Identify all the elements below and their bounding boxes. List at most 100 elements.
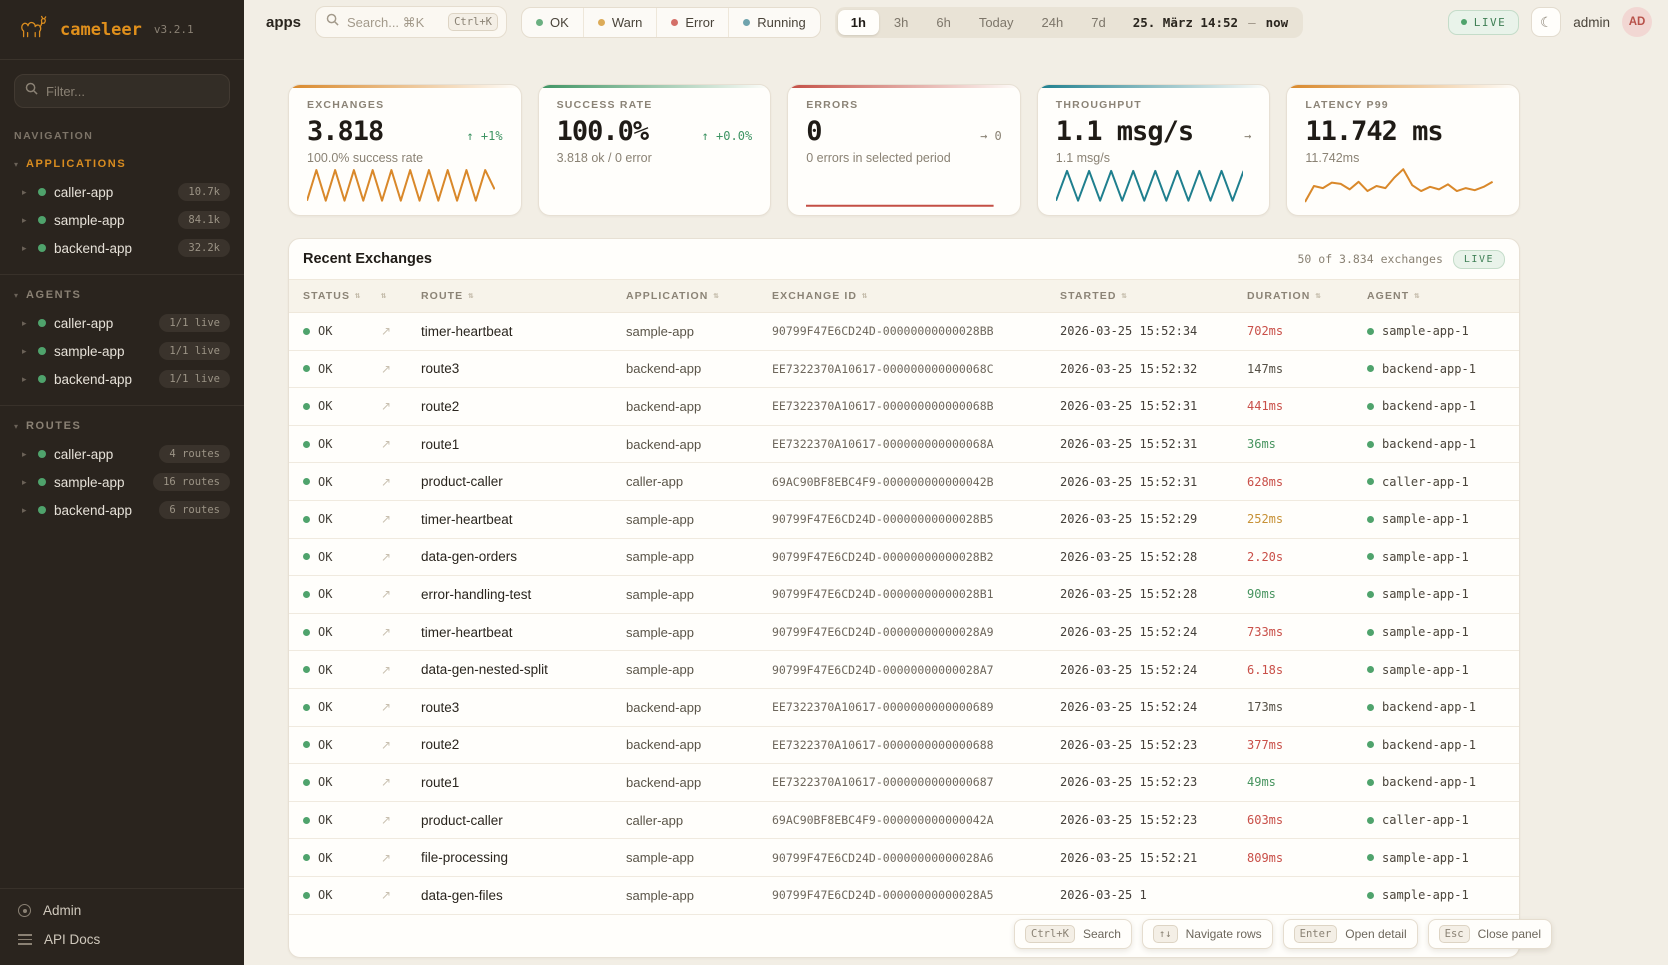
open-link-cell[interactable]: ↗: [381, 886, 421, 904]
table-row[interactable]: OK ↗ product-caller caller-app 69AC90BF8…: [289, 802, 1519, 840]
live-toggle[interactable]: LIVE: [1447, 9, 1520, 35]
sidebar-item-agent[interactable]: ▸ backend-app 1/1 live: [10, 365, 234, 393]
time-range-button[interactable]: 3h: [893, 14, 909, 30]
table-row[interactable]: OK ↗ timer-heartbeat sample-app 90799F47…: [289, 614, 1519, 652]
exchange-id-cell: 69AC90BF8EBC4F9-000000000000042B: [772, 474, 994, 489]
column-header-exchange-id[interactable]: EXCHANGE ID ⇅: [772, 290, 869, 302]
agent-cell: sample-app-1: [1367, 888, 1519, 902]
recent-exchanges-panel: Recent Exchanges 50 of 3.834 exchanges L…: [288, 238, 1520, 958]
open-link-cell[interactable]: ↗: [381, 548, 421, 566]
open-link-cell[interactable]: ↗: [381, 661, 421, 679]
external-link-icon: ↗: [381, 813, 392, 828]
column-header-status[interactable]: STATUS ⇅: [303, 290, 362, 302]
column-header-application[interactable]: APPLICATION ⇅: [626, 290, 721, 302]
open-link-cell[interactable]: ↗: [381, 698, 421, 716]
chevron-down-icon: ▾: [14, 421, 19, 431]
status-dot: [597, 18, 605, 26]
table-row[interactable]: OK ↗ file-processing sample-app 90799F47…: [289, 839, 1519, 877]
status-filter-button[interactable]: OK: [522, 8, 583, 37]
stat-value: 3.818: [307, 116, 384, 147]
date-range-display[interactable]: 25. März 14:52 — now: [1132, 14, 1289, 30]
status-dot: [743, 18, 751, 26]
table-row[interactable]: OK ↗ route1 backend-app EE7322370A10617-…: [289, 426, 1519, 464]
time-range-button[interactable]: 24h: [1041, 14, 1064, 30]
filter-input[interactable]: [46, 83, 219, 99]
sidebar-item-route[interactable]: ▸ backend-app 6 routes: [10, 496, 234, 524]
ok-status-dot: [303, 478, 310, 486]
table-row[interactable]: OK ↗ route2 backend-app EE7322370A10617-…: [289, 388, 1519, 426]
sidebar-item-route[interactable]: ▸ sample-app 16 routes: [10, 468, 234, 496]
app-logo[interactable]: cameleer v3.2.1: [0, 0, 244, 60]
time-range-button[interactable]: Today: [978, 14, 1014, 30]
open-link-cell[interactable]: ↗: [381, 360, 421, 378]
column-header-started[interactable]: STARTED ⇅: [1060, 290, 1129, 302]
open-link-cell[interactable]: ↗: [381, 322, 421, 340]
open-link-cell[interactable]: ↗: [381, 736, 421, 754]
table-row[interactable]: OK ↗ error-handling-test sample-app 9079…: [289, 576, 1519, 614]
route-cell: route1: [421, 436, 460, 452]
table-row[interactable]: OK ↗ data-gen-nested-split sample-app 90…: [289, 651, 1519, 689]
status-dot: [38, 188, 46, 196]
external-link-icon: ↗: [381, 850, 392, 865]
time-range-button[interactable]: 6h: [936, 14, 951, 30]
table-row[interactable]: OK ↗ route2 backend-app EE7322370A10617-…: [289, 727, 1519, 765]
table-row[interactable]: OK ↗ timer-heartbeat sample-app 90799F47…: [289, 313, 1519, 351]
table-row[interactable]: OK ↗ route3 backend-app EE7322370A10617-…: [289, 351, 1519, 389]
sidebar-item-agent[interactable]: ▸ caller-app 1/1 live: [10, 309, 234, 337]
sidebar-item-api-docs[interactable]: API Docs: [18, 932, 226, 947]
status-filter-button[interactable]: Error: [656, 7, 728, 37]
open-link-cell[interactable]: ↗: [381, 585, 421, 603]
open-link-cell[interactable]: ↗: [381, 397, 421, 415]
content-area: EXCHANGES 3.818 ↑ +1% 100.0% success rat…: [244, 44, 1668, 958]
duration-cell: 252ms: [1247, 512, 1284, 527]
agent-status-dot: [1367, 666, 1374, 674]
ok-status-dot: [303, 440, 310, 448]
section-header-routes[interactable]: ▾ ROUTES: [14, 420, 82, 432]
sidebar-item-application[interactable]: ▸ backend-app 32.2k: [10, 234, 234, 262]
kbd-chip: ↑↓: [1152, 925, 1178, 943]
open-link-cell[interactable]: ↗: [381, 773, 421, 791]
agent-cell: backend-app-1: [1367, 738, 1519, 752]
open-link-cell[interactable]: ↗: [381, 473, 421, 491]
sort-icon: ⇅: [713, 291, 721, 301]
column-header-agent[interactable]: AGENT ⇅: [1367, 290, 1421, 302]
search-input[interactable]: [347, 14, 441, 30]
time-range-button[interactable]: 7d: [1091, 14, 1106, 30]
table-row[interactable]: OK ↗ route1 backend-app EE7322370A10617-…: [289, 764, 1519, 802]
exchange-id-cell: EE7322370A10617-000000000000068A: [772, 437, 994, 452]
agent-cell: sample-app-1: [1367, 587, 1519, 601]
column-header-duration[interactable]: DURATION ⇅: [1247, 290, 1322, 302]
column-header-route[interactable]: ROUTE ⇅: [421, 290, 475, 302]
sidebar-item-application[interactable]: ▸ sample-app 84.1k: [10, 206, 234, 234]
sidebar-item-admin[interactable]: Admin: [18, 903, 226, 918]
table-row[interactable]: OK ↗ data-gen-files sample-app 90799F47E…: [289, 877, 1519, 915]
open-link-cell[interactable]: ↗: [381, 849, 421, 867]
shortcut-hint: ↑↓ Navigate rows: [1141, 919, 1273, 949]
avatar[interactable]: AD: [1622, 7, 1652, 37]
table-row[interactable]: OK ↗ data-gen-orders sample-app 90799F47…: [289, 539, 1519, 577]
global-search[interactable]: Ctrl+K: [315, 6, 508, 38]
open-link-cell[interactable]: ↗: [381, 811, 421, 829]
open-link-cell[interactable]: ↗: [381, 623, 421, 641]
open-link-cell[interactable]: ↗: [381, 435, 421, 453]
table-row[interactable]: OK ↗ product-caller caller-app 69AC90BF8…: [289, 463, 1519, 501]
status-filter-button[interactable]: Running: [728, 7, 819, 37]
column-header-link[interactable]: ⇅: [381, 291, 421, 301]
agent-status-dot: [1367, 816, 1374, 824]
table-row[interactable]: OK ↗ route3 backend-app EE7322370A10617-…: [289, 689, 1519, 727]
theme-toggle-button[interactable]: ☾: [1531, 7, 1562, 37]
agent-cell: caller-app-1: [1367, 813, 1519, 827]
sidebar-item-route[interactable]: ▸ caller-app 4 routes: [10, 440, 234, 468]
status-filter-button[interactable]: Warn: [582, 7, 657, 37]
stat-card-errors: ERRORS 0 → 0 0 errors in selected period: [787, 84, 1021, 216]
sidebar-item-application[interactable]: ▸ caller-app 10.7k: [10, 178, 234, 206]
table-row[interactable]: OK ↗ timer-heartbeat sample-app 90799F47…: [289, 501, 1519, 539]
application-cell: sample-app: [626, 662, 694, 678]
sidebar-filter[interactable]: [14, 74, 230, 108]
time-range-button[interactable]: 1h: [837, 9, 879, 35]
section-header-agents[interactable]: ▾ AGENTS: [14, 289, 82, 301]
agent-status-dot: [1367, 703, 1374, 711]
section-header-applications[interactable]: ▾ APPLICATIONS: [14, 158, 127, 170]
sidebar-item-agent[interactable]: ▸ sample-app 1/1 live: [10, 337, 234, 365]
open-link-cell[interactable]: ↗: [381, 510, 421, 528]
